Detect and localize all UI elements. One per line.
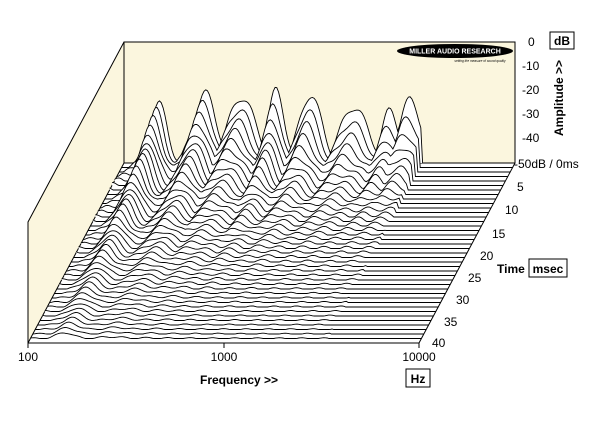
waterfall-slice-line (54, 281, 446, 294)
waterfall-slice-line (59, 272, 451, 285)
amplitude-label: Amplitude >> (552, 60, 566, 136)
amplitude-tick-50: -50dB / 0ms (514, 157, 579, 171)
waterfall-slice-line (78, 230, 470, 249)
time-tick-20: 20 (480, 249, 494, 263)
brand-name: MILLER AUDIO RESEARCH (409, 49, 501, 56)
frequency-tick-100: 100 (18, 350, 38, 364)
waterfall-slice-line (90, 198, 482, 227)
frequency-unit: Hz (411, 372, 426, 386)
waterfall-slice-fill (100, 174, 491, 208)
waterfall-slice-line (63, 262, 455, 276)
waterfall-slice-line (88, 203, 479, 231)
waterfall-slice-line (95, 189, 487, 218)
waterfall-slice-fill (104, 159, 496, 199)
waterfall-slice-line (40, 312, 431, 321)
amplitude-unit-box (549, 31, 575, 50)
waterfall-slice-line (111, 143, 503, 187)
amplitude-tick-20: -20 (522, 83, 540, 97)
frequency-axis: 100 1000 10000 (18, 343, 436, 364)
time-axis: 5 10 15 20 25 30 35 40 (432, 180, 524, 350)
waterfall-slice-line (37, 316, 429, 326)
waterfall-slice-line (85, 209, 477, 236)
time-unit-box (528, 258, 568, 278)
waterfall-slice-line (80, 223, 472, 245)
waterfall-slice-line (47, 298, 439, 308)
waterfall-slice-line (56, 276, 448, 290)
waterfall-slice-fill (97, 182, 489, 213)
waterfall-slice-fill (30, 333, 422, 339)
waterfall-slice-line (73, 238, 465, 258)
time-tick-30: 30 (456, 293, 470, 307)
brand-tagline: setting the measure of sound quality (454, 59, 506, 63)
waterfall-slice-line (92, 194, 484, 222)
frequency-label: Frequency >> (200, 373, 278, 387)
waterfall-slice-line (44, 303, 436, 312)
waterfall-slice-fill (44, 304, 436, 312)
waterfall-slice-line (49, 292, 441, 303)
frequency-unit-box (405, 368, 431, 388)
waterfall-slice-line (107, 152, 499, 195)
waterfall-slice-fill (109, 148, 501, 190)
waterfall-slice-line (104, 158, 496, 200)
amplitude-tick-30: -30 (522, 107, 540, 121)
amplitude-tick-10: -10 (522, 59, 540, 73)
amplitude-unit: dB (554, 34, 570, 48)
waterfall-slice-line (42, 307, 434, 317)
waterfall-slice-fill (66, 256, 458, 271)
waterfall-slice-line (35, 321, 427, 330)
waterfall-slice-fill (32, 327, 424, 334)
time-tick-40: 40 (432, 336, 446, 350)
waterfall-slice-line (52, 286, 443, 299)
time-tick-25: 25 (468, 271, 482, 285)
waterfall-slice-line (68, 249, 460, 267)
waterfall-slice-fill (37, 317, 429, 325)
waterfall-slice-fill (102, 165, 494, 204)
time-tick-10: 10 (505, 203, 519, 217)
amplitude-tick-0: 0 (528, 35, 535, 49)
waterfall-slice-line (61, 268, 453, 281)
waterfall-slice-line (75, 234, 467, 254)
frequency-tick-10000: 10000 (402, 350, 436, 364)
time-tick-15: 15 (492, 227, 506, 241)
time-tick-35: 35 (444, 315, 458, 329)
waterfall-slice-fill (112, 143, 503, 186)
waterfall-slices (30, 86, 515, 339)
time-label: Time (497, 262, 525, 276)
brand-logo: MILLER AUDIO RESEARCH setting the measur… (397, 44, 513, 63)
amplitude-axis: 0 -10 -20 -30 -40 -50dB / 0ms (514, 35, 579, 171)
amplitude-tick-40: -40 (522, 131, 540, 145)
time-tick-5: 5 (517, 180, 524, 194)
waterfall-slice-line (66, 255, 458, 272)
waterfall-slice-line (32, 327, 424, 335)
waterfall-slice-line (30, 332, 422, 339)
time-unit: msec (533, 262, 564, 276)
waterfall-slice-fill (35, 322, 427, 330)
waterfall-slice-line (71, 243, 463, 263)
waterfall-slice-line (83, 216, 475, 240)
frequency-tick-1000: 1000 (211, 350, 238, 364)
waterfall-slice-fill (114, 135, 506, 181)
waterfall-slice-line (109, 148, 501, 191)
